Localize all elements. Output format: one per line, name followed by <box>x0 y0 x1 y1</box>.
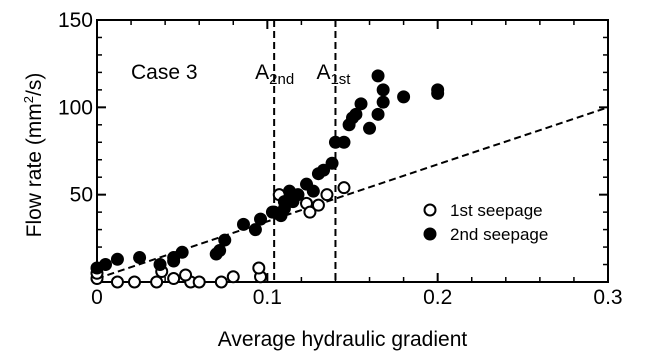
data-point-1st-seepage <box>150 275 164 289</box>
x-tick-label: 0 <box>91 286 103 309</box>
data-point-1st-seepage <box>226 270 240 284</box>
data-point-2nd-seepage <box>236 217 250 231</box>
data-point-2nd-seepage <box>254 212 268 226</box>
data-point-1st-seepage <box>214 275 228 289</box>
y-tick-label: 50 <box>70 184 93 207</box>
data-point-1st-seepage <box>303 205 317 219</box>
data-points-group <box>90 69 445 289</box>
data-point-2nd-seepage <box>248 223 262 237</box>
data-point-1st-seepage <box>320 188 334 202</box>
reference-line-label-subscript: 2nd <box>269 71 294 88</box>
data-point-1st-seepage <box>252 261 266 275</box>
reference-line-label-main: A <box>316 61 330 84</box>
data-point-2nd-seepage <box>99 258 113 272</box>
data-point-1st-seepage <box>192 275 206 289</box>
data-point-2nd-seepage <box>354 97 368 111</box>
legend-label-1st-seepage: 1st seepage <box>450 201 543 220</box>
x-axis-label: Average hydraulic gradient <box>218 328 468 351</box>
data-point-2nd-seepage <box>291 188 305 202</box>
data-point-2nd-seepage <box>376 83 390 97</box>
data-point-2nd-seepage <box>397 90 411 104</box>
legend-marker-1st-seepage <box>423 203 437 217</box>
data-point-1st-seepage <box>311 198 325 212</box>
reference-line-label-1st: A1st <box>316 61 351 88</box>
reference-line-label-2nd: A2nd <box>255 61 294 88</box>
data-point-2nd-seepage <box>376 95 390 109</box>
data-point-2nd-seepage <box>337 135 351 149</box>
reference-line-label-main: A <box>255 61 269 84</box>
data-point-2nd-seepage <box>153 258 167 272</box>
data-point-1st-seepage <box>337 181 351 195</box>
y-axis-label-superscript: 2 <box>21 96 36 103</box>
case-label: Case 3 <box>131 61 198 84</box>
data-point-2nd-seepage <box>371 69 385 83</box>
y-tick-label: 150 <box>58 9 93 32</box>
legend: 1st seepage 2nd seepage <box>423 201 548 244</box>
data-point-2nd-seepage <box>110 252 124 266</box>
ticks-group: 0 0.1 0.2 0.3 50 100 150 <box>58 9 623 309</box>
data-point-1st-seepage <box>110 275 124 289</box>
x-tick-label: 0.3 <box>593 286 622 309</box>
data-point-2nd-seepage <box>274 209 288 223</box>
data-point-1st-seepage <box>167 272 181 286</box>
data-point-2nd-seepage <box>218 233 232 247</box>
data-point-2nd-seepage <box>175 245 189 259</box>
x-tick-label: 0.2 <box>423 286 452 309</box>
data-point-1st-seepage <box>179 268 193 282</box>
legend-label-2nd-seepage: 2nd seepage <box>450 225 548 244</box>
data-point-2nd-seepage <box>167 254 181 268</box>
data-point-1st-seepage <box>127 275 141 289</box>
data-point-2nd-seepage <box>431 86 445 100</box>
x-tick-label: 0.1 <box>253 286 282 309</box>
data-point-2nd-seepage <box>349 107 363 121</box>
data-point-2nd-seepage <box>133 251 147 265</box>
plot-frame-group <box>96 19 609 283</box>
y-axis-label: Flow rate (mm2/s) <box>21 73 46 238</box>
data-point-2nd-seepage <box>306 184 320 198</box>
y-axis-label-end: /s) <box>23 73 46 96</box>
data-point-2nd-seepage <box>213 244 227 258</box>
data-point-2nd-seepage <box>325 156 339 170</box>
data-point-2nd-seepage <box>371 107 385 121</box>
reference-line-label-subscript: 1st <box>330 71 351 88</box>
legend-marker-2nd-seepage <box>423 227 437 241</box>
plot-frame <box>96 19 609 283</box>
y-tick-label: 100 <box>58 96 93 119</box>
data-point-2nd-seepage <box>363 121 377 135</box>
y-axis-label-main: Flow rate (mm <box>23 103 46 237</box>
